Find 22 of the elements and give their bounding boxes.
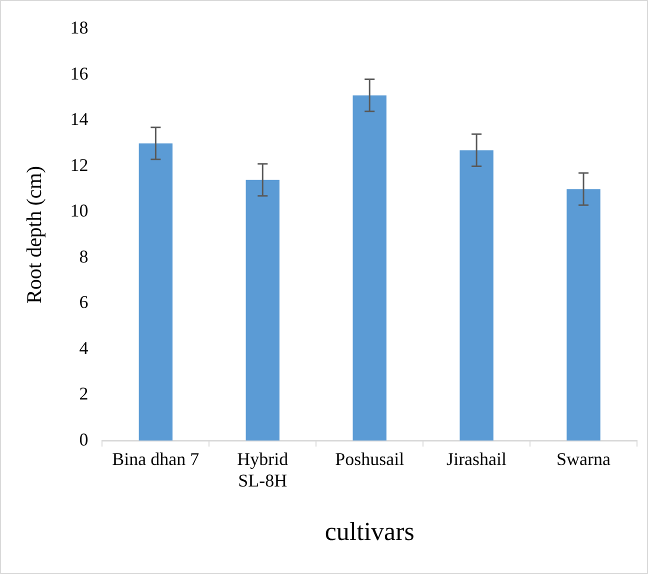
y-tick-label: 14 bbox=[70, 109, 88, 130]
x-tick-label: Bina dhan 7 bbox=[112, 449, 200, 470]
bar bbox=[352, 95, 386, 441]
y-tick-label: 18 bbox=[70, 18, 88, 38]
y-axis-title: Root depth (cm) bbox=[22, 166, 46, 304]
x-tick-label: Swarna bbox=[556, 449, 611, 470]
bar bbox=[566, 189, 600, 441]
y-tick-label: 4 bbox=[79, 338, 88, 358]
y-tick-label: 12 bbox=[70, 154, 88, 175]
y-tick-label: 2 bbox=[79, 384, 88, 404]
y-tick-label: 0 bbox=[79, 429, 88, 450]
bar bbox=[460, 150, 494, 441]
y-tick-label: 10 bbox=[70, 200, 88, 221]
y-tick-label: 6 bbox=[79, 292, 88, 312]
bar bbox=[246, 180, 280, 441]
x-tick-label: Jirashail bbox=[446, 449, 507, 470]
x-axis-title: cultivars bbox=[324, 517, 414, 546]
bar bbox=[138, 143, 173, 441]
x-tick-label: Hybrid SL-8H bbox=[237, 449, 288, 491]
x-tick-label: Poshusail bbox=[335, 449, 404, 470]
y-tick-label: 8 bbox=[79, 246, 88, 266]
y-tick-label: 16 bbox=[70, 63, 88, 84]
